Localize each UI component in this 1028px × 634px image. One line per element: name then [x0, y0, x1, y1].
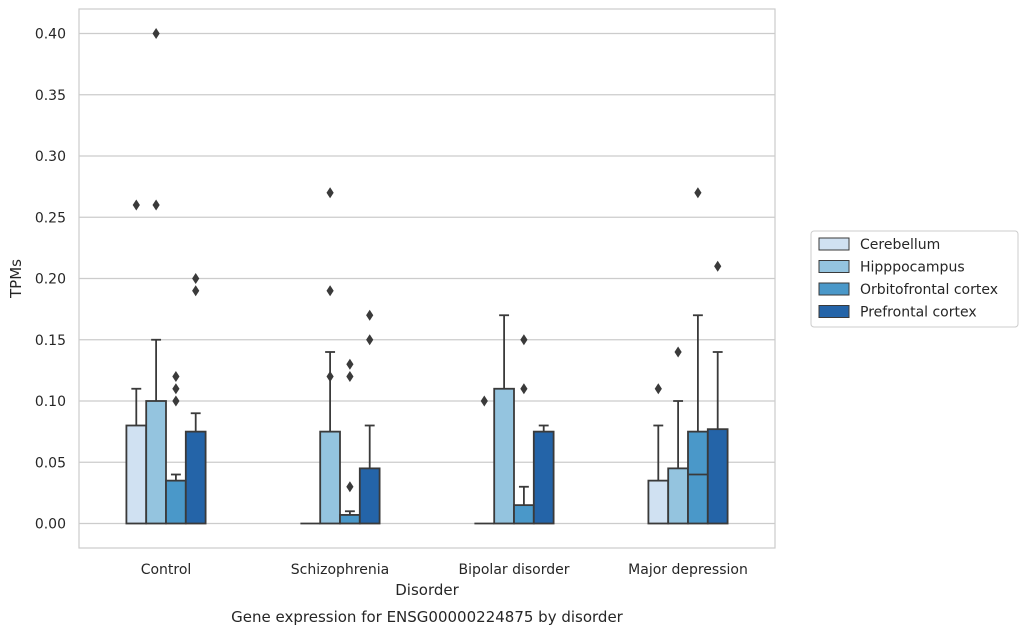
outlier-marks	[132, 28, 722, 493]
outlier-point	[520, 383, 528, 395]
bar	[647, 479, 670, 525]
y-tick-label: 0.10	[35, 394, 66, 410]
plot-frame	[78, 8, 776, 549]
outlier-point	[152, 199, 160, 211]
outlier-point	[714, 260, 722, 272]
outlier-point	[366, 309, 374, 321]
outlier-point	[480, 395, 488, 407]
outlier-point	[654, 383, 662, 395]
legend-label: Prefrontal cortex	[860, 305, 977, 321]
outlier-point	[366, 334, 374, 346]
x-axis-label: Disorder	[395, 581, 459, 599]
bar	[513, 504, 535, 525]
outlier-point	[694, 187, 702, 199]
outlier-point	[326, 187, 334, 199]
outlier-point	[346, 358, 354, 370]
outlier-point	[152, 28, 160, 39]
y-tick-labels: 0.00 0.05 0.10 0.15 0.20 0.25 0.30 0.35 0.40	[35, 27, 66, 533]
bar	[493, 387, 515, 525]
y-tick-label: 0.25	[35, 210, 66, 226]
x-tick-labels: Control Schizophrenia Bipolar disorder Majo…	[141, 562, 748, 578]
outlier-point	[132, 199, 140, 211]
x-tick-label: Major depression	[628, 562, 748, 578]
bar	[165, 479, 187, 525]
legend-swatch	[818, 282, 850, 296]
bar	[319, 430, 341, 525]
legend-label: Cerebellum	[860, 237, 940, 253]
outlier-point	[192, 285, 200, 297]
bar	[706, 428, 729, 525]
outlier-point	[172, 383, 180, 395]
legend-label: Hipppocampus	[860, 260, 965, 276]
outlier-point	[326, 371, 334, 382]
legend-box	[810, 230, 1019, 328]
y-tick-label: 0.15	[35, 333, 66, 349]
bar	[667, 467, 689, 525]
chart-caption: Gene expression for ENSG00000224875 by d…	[231, 608, 624, 626]
y-tick-label: 0.40	[35, 27, 66, 43]
y-tick-label: 0.35	[35, 88, 66, 104]
outlier-point	[346, 481, 354, 493]
x-tick-label: Schizophrenia	[291, 562, 389, 578]
outlier-point	[192, 273, 200, 284]
bar	[687, 430, 709, 525]
bar	[532, 430, 555, 525]
bar	[339, 514, 361, 525]
outlier-point	[326, 285, 334, 297]
legend-label: Orbitofrontal cortex	[860, 282, 998, 298]
y-tick-label: 0.00	[35, 517, 66, 533]
legend-swatch	[818, 305, 850, 318]
outlier-point	[172, 395, 180, 407]
x-tick-label: Bipolar disorder	[458, 562, 569, 578]
outlier-point	[674, 346, 682, 358]
legend-swatch	[818, 237, 850, 251]
grid-lines	[79, 32, 775, 525]
y-tick-label: 0.05	[35, 455, 66, 471]
legend-swatch	[818, 260, 850, 273]
bar-marks	[125, 314, 729, 525]
bar	[184, 430, 207, 525]
bar	[125, 424, 148, 525]
y-tick-label: 0.20	[35, 272, 66, 288]
bar	[145, 400, 167, 525]
bar	[358, 467, 381, 525]
legend: Cerebellum Hipppocampus Orbitofrontal cort…	[810, 230, 1019, 328]
x-tick-label: Control	[141, 562, 192, 578]
outlier-point	[172, 371, 180, 382]
y-tick-label: 0.30	[35, 149, 66, 165]
outlier-point	[520, 334, 528, 346]
outlier-point	[346, 371, 354, 382]
y-axis-label: TPMs	[7, 259, 25, 299]
